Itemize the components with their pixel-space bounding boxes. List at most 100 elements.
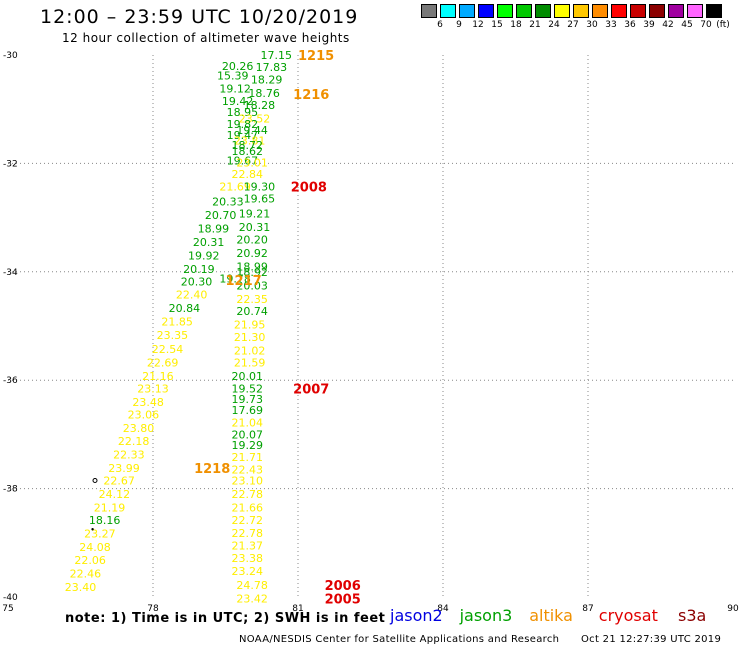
wave-height-label: 19.42 [222, 95, 254, 108]
colorbar-swatch [668, 4, 684, 18]
wave-height-label: 18.16 [89, 514, 121, 527]
wave-height-label: 20.31 [239, 221, 271, 234]
wave-height-label: 20.92 [236, 247, 268, 260]
wave-height-label: 22.84 [232, 168, 264, 181]
wave-height-label: 23.40 [65, 581, 97, 594]
wave-height-label: 23.06 [128, 408, 160, 421]
x-tick-label: 90 [727, 604, 739, 614]
pass-time-label: 2007 [293, 382, 329, 397]
wave-height-label: 17.83 [256, 61, 288, 74]
wave-height-label: 19.67 [227, 155, 259, 168]
wave-height-label: 23.27 [84, 528, 116, 541]
wave-height-label: 19.44 [236, 124, 268, 137]
wave-height-label: 19.73 [232, 393, 264, 406]
wave-height-label: 19.82 [227, 118, 259, 131]
wave-height-label: 20.07 [232, 428, 264, 441]
wave-height-label: 18.99 [236, 260, 268, 273]
y-tick-label: -32 [3, 159, 18, 169]
colorbar-label: 15 [491, 20, 503, 30]
satellite-jason3: jason3 [459, 606, 513, 625]
track-marker [92, 477, 98, 483]
wave-height-label: 24.78 [236, 579, 268, 592]
page-subtitle: 12 hour collection of altimeter wave hei… [62, 31, 350, 45]
wave-height-label: 18.28 [244, 99, 276, 112]
wave-height-label: 22.67 [103, 474, 135, 487]
colorbar-unit: (ft) [716, 20, 730, 30]
y-tick-label: -38 [3, 485, 18, 495]
colorbar-swatch [421, 4, 437, 18]
colorbar-swatch [478, 4, 494, 18]
colorbar-swatch [649, 4, 665, 18]
wave-height-label: 21.02 [234, 344, 266, 357]
wave-height-label: 23.24 [232, 565, 264, 578]
wave-height-label: 22.46 [70, 568, 102, 581]
wave-height-label: 22.33 [113, 448, 145, 461]
colorbar-swatch [592, 4, 608, 18]
satellite-jason2: jason2 [390, 606, 443, 625]
pass-time-label: 1216 [293, 88, 329, 103]
wave-height-label: 23.52 [239, 112, 271, 125]
colorbar-swatch [440, 4, 456, 18]
wave-height-label: 18.99 [198, 222, 230, 235]
wave-height-label: 22.78 [232, 527, 264, 540]
wave-height-label: 22.78 [232, 488, 264, 501]
wave-height-label: 21.30 [234, 331, 266, 344]
wave-height-label: 19.65 [244, 193, 276, 206]
x-tick-label: 84 [437, 604, 449, 614]
wave-height-label: 22.69 [147, 356, 179, 369]
wave-height-label: 21.19 [94, 502, 126, 515]
colorbar-label: 21 [529, 20, 541, 30]
wave-height-label: 24.08 [79, 541, 111, 554]
x-tick-label: 75 [2, 604, 13, 614]
colorbar-label: 45 [681, 20, 693, 30]
colorbar-swatch [459, 4, 475, 18]
wave-height-label: 19.78 [219, 272, 251, 285]
wave-height-label: 20.26 [222, 60, 254, 73]
credit-line: NOAA/NESDIS Center for Satellite Applica… [239, 634, 560, 645]
colorbar-label: 24 [548, 20, 560, 30]
wave-height-label: 23.10 [232, 474, 264, 487]
colorbar-swatch [554, 4, 570, 18]
wave-height-label: 24.12 [99, 488, 131, 501]
wave-height-label: 21.69 [219, 181, 251, 194]
wave-height-label: 23.42 [236, 593, 268, 606]
wave-height-label: 20.74 [236, 305, 268, 318]
colorbar-label: 6 [437, 20, 443, 30]
wave-height-label: 20.01 [232, 370, 264, 383]
wave-height-label: 21.59 [234, 356, 266, 369]
generation-timestamp: Oct 21 12:27:39 UTC 2019 [581, 634, 722, 645]
wave-height-label: 23.01 [236, 156, 268, 169]
wave-height-label: 20.03 [236, 279, 268, 292]
pass-time-label: 2006 [325, 579, 361, 594]
colorbar-label: 30 [586, 20, 598, 30]
wave-height-label: 21.66 [232, 502, 264, 515]
wave-height-label: 21.71 [232, 451, 264, 464]
wave-height-label: 18.76 [248, 87, 280, 100]
wave-height-label: 19.29 [232, 439, 264, 452]
wave-height-label: 22.18 [118, 435, 150, 448]
colorbar-label: 9 [456, 20, 462, 30]
wave-height-label: 19.21 [239, 207, 271, 220]
wave-height-label: 23.38 [232, 552, 264, 565]
colorbar-swatch [611, 4, 627, 18]
wave-height-label: 19.30 [244, 181, 276, 194]
wave-height-label: 21.37 [232, 540, 264, 553]
y-tick-label: -30 [3, 51, 18, 61]
wave-height-label: 18.92 [236, 266, 268, 279]
satellite-altika: altika [529, 606, 573, 625]
pass-time-label: 2008 [291, 181, 327, 196]
wave-height-label: 20.31 [193, 236, 225, 249]
wave-height-label: 21.95 [234, 318, 266, 331]
colorbar-label: 33 [605, 20, 617, 30]
wave-height-label: 22.06 [74, 554, 106, 567]
colorbar-swatch [706, 4, 722, 18]
satellite-cryosat: cryosat [598, 606, 658, 625]
colorbar-label: 39 [643, 20, 655, 30]
footnote: note: 1) Time is in UTC; 2) SWH is in fe… [65, 611, 386, 626]
wave-height-label: 22.40 [176, 289, 208, 302]
wave-height-label: 22.72 [232, 514, 264, 527]
wave-height-label: 20.19 [183, 263, 215, 276]
wave-height-label: 23.81 [234, 135, 266, 148]
colorbar-label: 12 [472, 20, 484, 30]
